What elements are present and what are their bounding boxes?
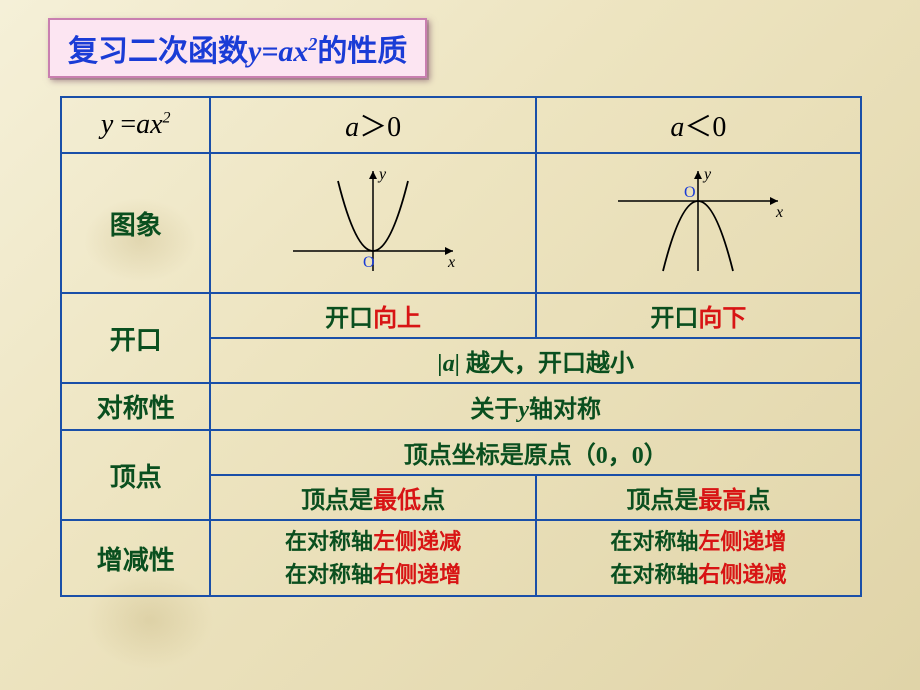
svg-text:O: O: [363, 254, 375, 271]
row-vertex-label: 顶点: [61, 430, 210, 520]
properties-table: y =ax2 a＞0 a＜0 图象 O x y: [60, 96, 862, 597]
vertex-highest: 顶点是最高点: [536, 475, 861, 520]
opening-size-note: |a| 越大，开口越小: [210, 338, 861, 383]
svg-text:x: x: [775, 204, 783, 221]
vertex-lowest: 顶点是最低点: [210, 475, 535, 520]
parabola-down-graph: O x y: [598, 161, 798, 281]
parabola-up-graph: O x y: [273, 161, 473, 281]
row-opening-dir: 开口 开口向上 开口向下: [61, 293, 861, 338]
header-formula: y =ax2: [61, 97, 210, 153]
graph-negative-cell: O x y: [536, 153, 861, 293]
graph-positive-cell: O x y: [210, 153, 535, 293]
table-header-row: y =ax2 a＞0 a＜0: [61, 97, 861, 153]
row-monotonicity: 增减性 在对称轴左侧递减 在对称轴右侧递增 在对称轴左侧递增 在对称轴右侧递减: [61, 520, 861, 596]
svg-text:y: y: [702, 166, 712, 183]
row-symmetry: 对称性 关于y轴对称: [61, 383, 861, 430]
row-opening-label: 开口: [61, 293, 210, 383]
title-suffix: 的性质: [317, 35, 407, 68]
mono-positive: 在对称轴左侧递减 在对称轴右侧递增: [210, 520, 535, 596]
svg-text:O: O: [684, 184, 696, 201]
title-prefix: 复习二次函数: [68, 35, 248, 68]
opening-negative: 开口向下: [536, 293, 861, 338]
row-symmetry-label: 对称性: [61, 383, 210, 430]
row-graph: 图象 O x y O x y: [61, 153, 861, 293]
opening-positive: 开口向上: [210, 293, 535, 338]
slide-title: 复习二次函数y=ax2的性质: [48, 18, 427, 78]
title-formula: y=ax2: [248, 35, 317, 68]
row-graph-label: 图象: [61, 153, 210, 293]
header-a-positive: a＞0: [210, 97, 535, 153]
mono-negative: 在对称轴左侧递增 在对称轴右侧递减: [536, 520, 861, 596]
svg-text:y: y: [377, 166, 387, 183]
symmetry-text: 关于y轴对称: [210, 383, 861, 430]
svg-text:x: x: [447, 254, 455, 271]
row-mono-label: 增减性: [61, 520, 210, 596]
row-vertex-coord: 顶点 顶点坐标是原点（0，0）: [61, 430, 861, 475]
vertex-coord-text: 顶点坐标是原点（0，0）: [210, 430, 861, 475]
header-a-negative: a＜0: [536, 97, 861, 153]
